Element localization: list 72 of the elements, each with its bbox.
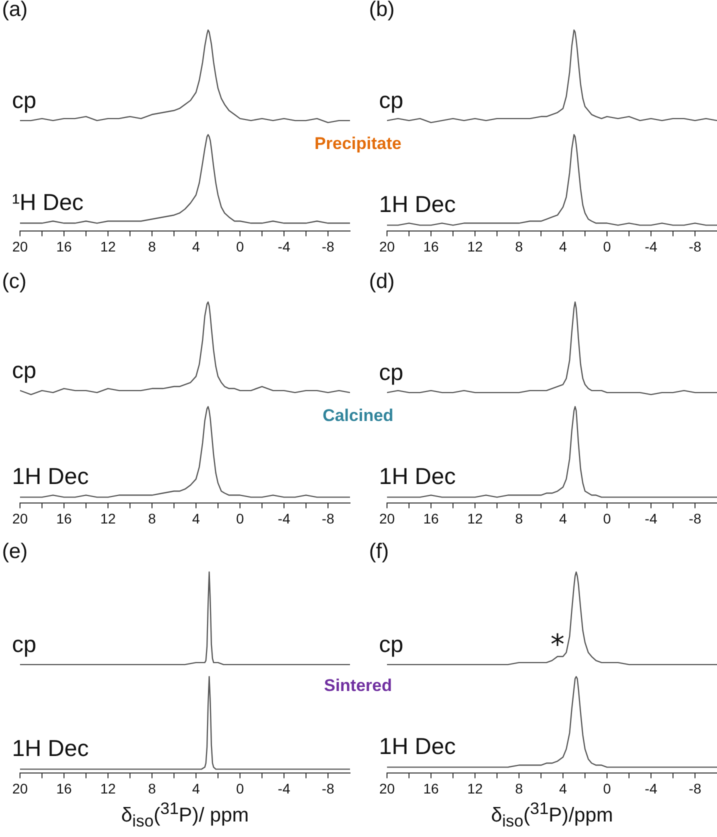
x-tick-label: 4 bbox=[192, 510, 200, 526]
x-tick-label: 0 bbox=[236, 238, 244, 254]
x-tick-label: 16 bbox=[56, 780, 72, 796]
chart-title: (f) bbox=[369, 540, 389, 564]
x-axis-title: δ$_{iso}$($^{31}$P)/ ppm bbox=[121, 798, 249, 833]
series-label: cp bbox=[12, 356, 36, 383]
x-tick-label: 20 bbox=[12, 780, 28, 796]
chart-title: (b) bbox=[369, 0, 395, 22]
x-tick-label: 12 bbox=[467, 238, 483, 254]
x-tick-label: 12 bbox=[100, 510, 116, 526]
series-label: cp bbox=[379, 86, 404, 113]
annotation: Sintered bbox=[324, 676, 392, 696]
x-axis-title: δ$_{iso}$($^{31}$P)/ppm bbox=[490, 798, 614, 833]
x-tick-label: -4 bbox=[278, 780, 290, 796]
x-tick-label: 20 bbox=[379, 780, 395, 796]
x-tick-label: 4 bbox=[559, 780, 568, 796]
x-tick-label: 4 bbox=[559, 238, 568, 254]
x-tick-label: 16 bbox=[56, 510, 72, 526]
x-tick-label: 16 bbox=[423, 780, 439, 796]
x-tick-label: -4 bbox=[644, 238, 658, 254]
x-tick-label: -4 bbox=[644, 780, 658, 796]
x-tick-label: 20 bbox=[379, 238, 395, 254]
x-tick-label: 20 bbox=[379, 510, 395, 526]
x-tick-label: 8 bbox=[515, 238, 524, 254]
x-tick-label: 4 bbox=[192, 238, 200, 254]
x-tick-label: -4 bbox=[278, 238, 290, 254]
x-tick-label: 8 bbox=[515, 780, 524, 796]
x-tick-label: 16 bbox=[423, 238, 439, 254]
x-tick-label: 20 bbox=[12, 510, 28, 526]
x-tick-label: 0 bbox=[603, 238, 612, 254]
x-tick-label: 4 bbox=[559, 510, 568, 526]
series-label: cp bbox=[379, 358, 404, 385]
x-tick-label: 8 bbox=[148, 510, 156, 526]
chart-title: (a) bbox=[2, 0, 28, 22]
series-label: 1H Dec bbox=[379, 733, 456, 760]
series-label: 1H Dec bbox=[12, 463, 89, 490]
x-tick-label: -8 bbox=[688, 238, 702, 254]
x-tick-label: 8 bbox=[148, 780, 156, 796]
x-tick-label: -4 bbox=[644, 510, 658, 526]
x-tick-label: -8 bbox=[688, 780, 702, 796]
series-label: cp bbox=[12, 630, 36, 657]
annotation: * bbox=[550, 628, 564, 661]
x-tick-label: 12 bbox=[467, 780, 483, 796]
x-tick-label: 16 bbox=[56, 238, 72, 254]
x-tick-label: -8 bbox=[322, 780, 334, 796]
x-tick-label: 4 bbox=[192, 780, 200, 796]
x-tick-label: 8 bbox=[515, 510, 524, 526]
x-tick-label: 12 bbox=[100, 780, 116, 796]
x-tick-label: 0 bbox=[603, 510, 612, 526]
chart-title: (d) bbox=[369, 270, 395, 294]
series-label: 1H Dec bbox=[379, 191, 456, 218]
x-tick-label: 12 bbox=[467, 510, 483, 526]
x-tick-label: 8 bbox=[148, 238, 156, 254]
x-tick-label: 0 bbox=[603, 780, 612, 796]
x-tick-label: 12 bbox=[100, 238, 116, 254]
x-tick-label: 0 bbox=[236, 510, 244, 526]
x-tick-label: -8 bbox=[688, 510, 702, 526]
annotation: Calcined bbox=[322, 406, 394, 426]
x-tick-label: -4 bbox=[278, 510, 290, 526]
x-tick-label: -8 bbox=[322, 510, 334, 526]
annotation: Precipitate bbox=[314, 134, 402, 154]
series-label: 1H Dec bbox=[12, 735, 89, 762]
x-tick-label: 0 bbox=[236, 780, 244, 796]
series-label: 1H Dec bbox=[379, 463, 456, 490]
chart-title: (e) bbox=[2, 540, 28, 564]
x-tick-label: 16 bbox=[423, 510, 439, 526]
series-label: cp bbox=[379, 630, 404, 657]
series-label: cp bbox=[12, 86, 36, 113]
series-label: ¹H Dec bbox=[12, 189, 84, 216]
x-tick-label: 20 bbox=[12, 238, 28, 254]
x-tick-label: -8 bbox=[322, 238, 334, 254]
chart-title: (c) bbox=[2, 270, 26, 294]
